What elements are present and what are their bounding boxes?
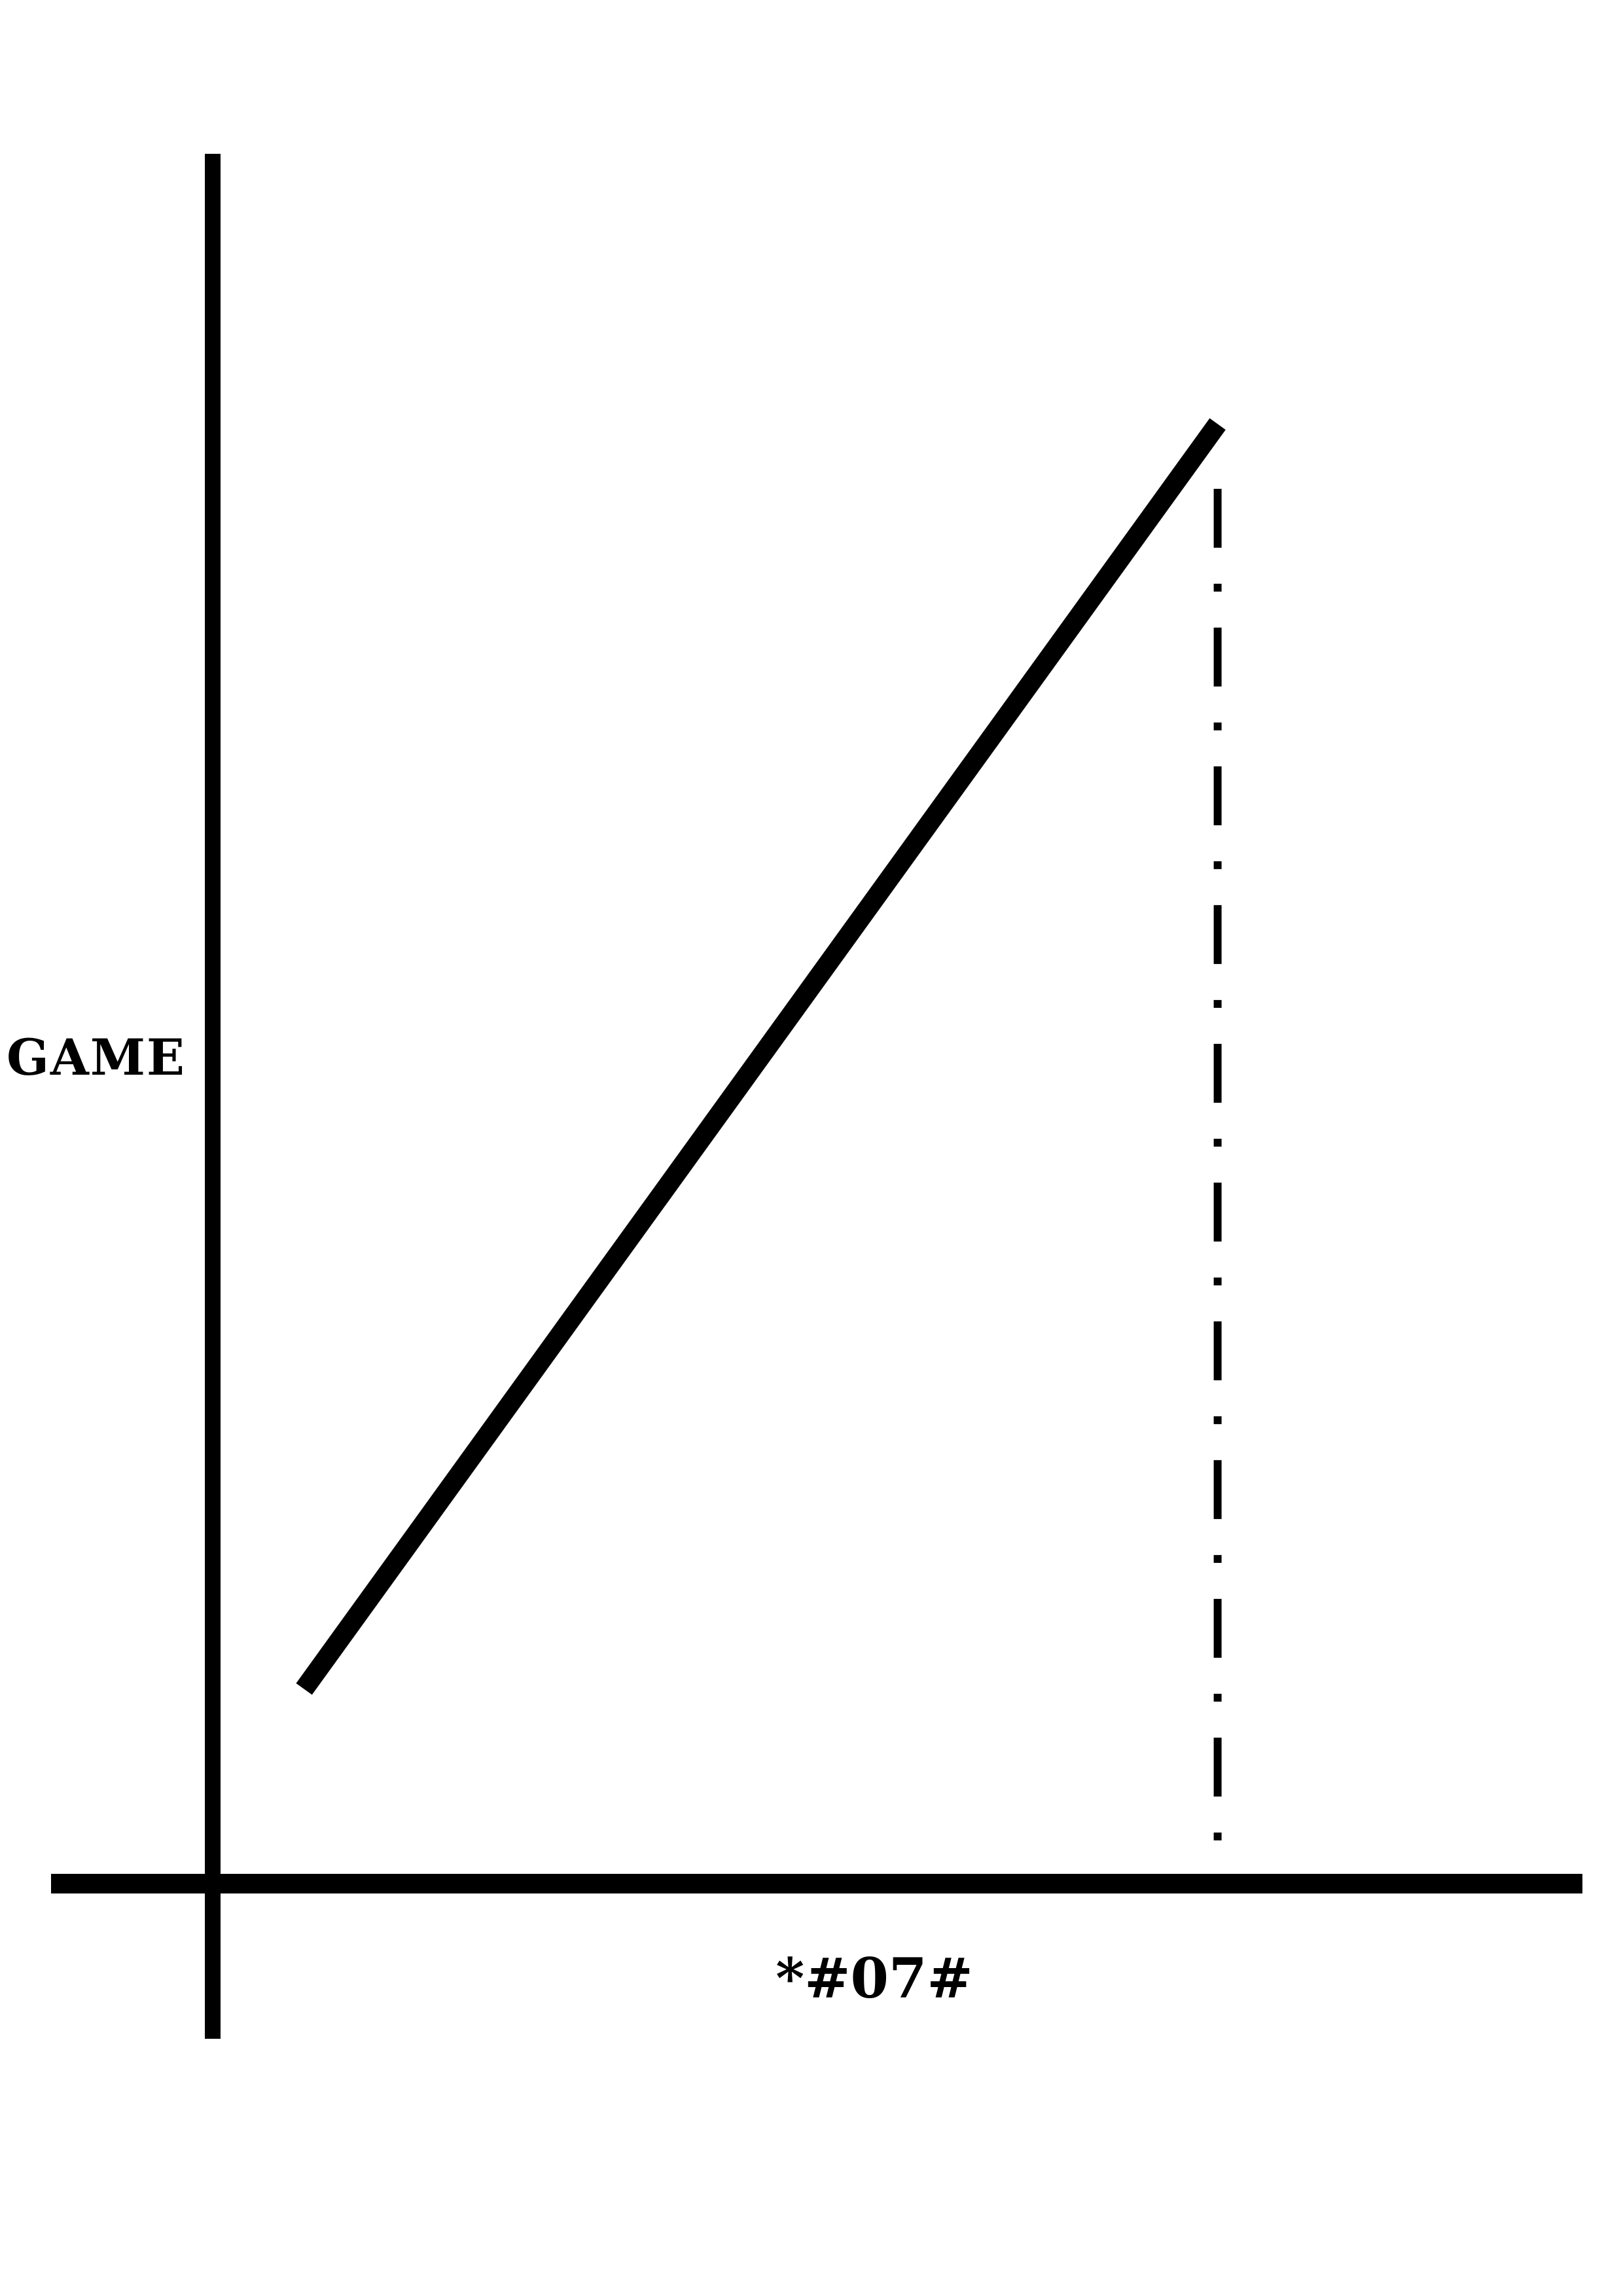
- x-axis-label: *#07#: [776, 1946, 973, 2011]
- axes: [51, 154, 1582, 2039]
- plot-marks: [296, 418, 1226, 1852]
- y-axis-label: GAME: [7, 1028, 186, 1086]
- series-line-0: [296, 418, 1226, 1695]
